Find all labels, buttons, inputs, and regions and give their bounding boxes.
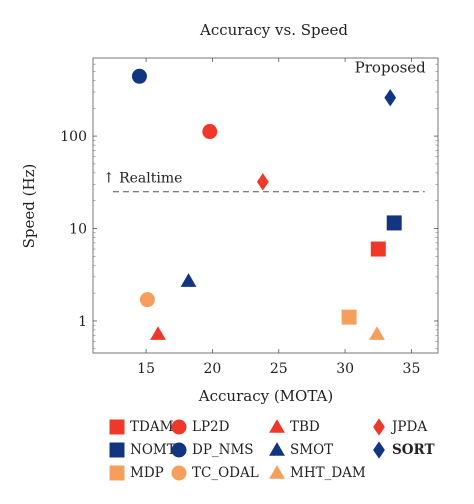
legend-marker-shape [269,465,285,479]
legend-marker-shape [171,419,187,435]
legend-item-jpda: JPDA [370,416,427,438]
legend-marker-shape [109,465,125,481]
legend-item-tc-odal: TC_ODAL [170,462,259,484]
legend-label: TBD [290,419,320,435]
y-axis-label: Speed (Hz) [20,164,38,249]
y-tick-label: 100 [60,129,87,145]
legend-marker [171,442,187,458]
legend-marker [269,465,285,479]
legend-label: TC_ODAL [192,465,259,481]
legend-label: MDP [130,465,164,481]
realtime-label: ↑ Realtime [103,171,182,187]
legend-marker-shape [269,419,285,433]
legend-item-tbd: TBD [268,416,320,438]
y-tick-label: 1 [78,314,87,330]
plot-area-frame [92,57,439,354]
legend-marker-shape [109,442,125,458]
legend-label: TDAM [130,419,174,435]
legend-marker-shape [171,465,187,481]
legend-marker [109,442,125,458]
legend-marker-shape [269,442,285,456]
point-jpda [256,173,269,191]
legend-label: SMOT [290,442,334,458]
chart-svg: Accuracy vs. Speed 15 20 25 30 35 1 10 100 Acc… [20,21,439,405]
legend-item-nomt: NOMT [108,439,176,461]
legend-label: NOMT [130,442,176,458]
legend-marker-shape [109,419,125,435]
legend-label: MHT_DAM [290,465,366,481]
legend-marker [109,465,125,481]
chart-title: Accuracy vs. Speed [199,21,348,39]
x-axis-ticks: 15 20 25 30 35 [137,58,420,377]
data-points [131,68,402,340]
legend-item-mdp: MDP [108,462,164,484]
x-tick-label: 30 [336,361,354,377]
annotation-proposed: Proposed [355,59,427,77]
legend-item-dp-nms: DP_NMS [170,439,254,461]
legend-item-mht-dam: MHT_DAM [268,462,366,484]
y-tick-label: 10 [69,222,87,238]
x-axis-label: Accuracy (MOTA) [198,387,333,405]
point-mdp [341,309,357,325]
legend-label: SORT [392,442,435,458]
legend-label: JPDA [392,419,428,435]
legend-item-lp2d: LP2D [170,416,229,438]
realtime-threshold: ↑ Realtime [103,171,425,193]
legend-item-sort: SORT [370,439,435,461]
y-axis-ticks: 1 10 100 [60,63,438,350]
point-tc-odal [139,292,155,308]
legend-item-smot: SMOT [268,439,333,461]
x-tick-label: 20 [204,361,222,377]
legend-marker [109,419,125,435]
legend-label: LP2D [192,419,230,435]
watermark: 知乎 @逆光 [397,483,464,497]
legend-item-tdam: TDAM [108,416,173,438]
point-dp-nms [131,68,147,84]
point-tdam [370,241,386,257]
x-tick-label: 35 [403,361,421,377]
point-nomt [386,215,402,231]
point-mht-dam [369,326,385,340]
annotations: Proposed [355,59,427,77]
x-tick-label: 15 [137,361,155,377]
legend-marker [269,419,285,433]
point-lp2d [202,124,218,140]
point-smot [180,273,197,287]
legend-marker-shape [373,418,385,436]
point-tbd [150,326,166,340]
legend-marker-shape [171,442,187,458]
legend: TDAM LP2D TBD JPDA NOMT DP_NMS SMOT SORT MDP TC_O… [108,416,448,486]
point-sort [384,89,397,107]
legend-marker [171,419,187,435]
legend-label: DP_NMS [192,442,254,458]
legend-marker [373,441,385,459]
legend-marker [269,442,285,456]
legend-marker [373,418,385,436]
x-tick-label: 25 [270,361,288,377]
legend-marker [171,465,187,481]
legend-marker-shape [373,441,385,459]
